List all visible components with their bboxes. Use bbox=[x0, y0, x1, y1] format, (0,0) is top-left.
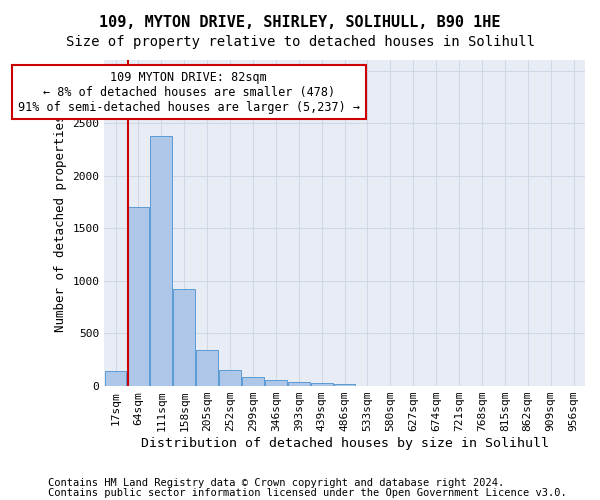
Y-axis label: Number of detached properties: Number of detached properties bbox=[53, 114, 67, 332]
X-axis label: Distribution of detached houses by size in Solihull: Distribution of detached houses by size … bbox=[140, 437, 548, 450]
Bar bbox=[196, 350, 218, 386]
Bar bbox=[128, 208, 149, 386]
Bar bbox=[219, 370, 241, 386]
Text: 109, MYTON DRIVE, SHIRLEY, SOLIHULL, B90 1HE: 109, MYTON DRIVE, SHIRLEY, SOLIHULL, B90… bbox=[99, 15, 501, 30]
Text: 109 MYTON DRIVE: 82sqm
← 8% of detached houses are smaller (478)
91% of semi-det: 109 MYTON DRIVE: 82sqm ← 8% of detached … bbox=[18, 70, 360, 114]
Bar bbox=[104, 372, 127, 386]
Bar bbox=[334, 384, 355, 386]
Bar bbox=[265, 380, 287, 386]
Bar bbox=[151, 136, 172, 386]
Bar bbox=[242, 377, 264, 386]
Bar bbox=[311, 384, 332, 386]
Text: Size of property relative to detached houses in Solihull: Size of property relative to detached ho… bbox=[65, 35, 535, 49]
Text: Contains HM Land Registry data © Crown copyright and database right 2024.: Contains HM Land Registry data © Crown c… bbox=[48, 478, 504, 488]
Bar bbox=[288, 382, 310, 386]
Text: Contains public sector information licensed under the Open Government Licence v3: Contains public sector information licen… bbox=[48, 488, 567, 498]
Bar bbox=[173, 290, 195, 386]
